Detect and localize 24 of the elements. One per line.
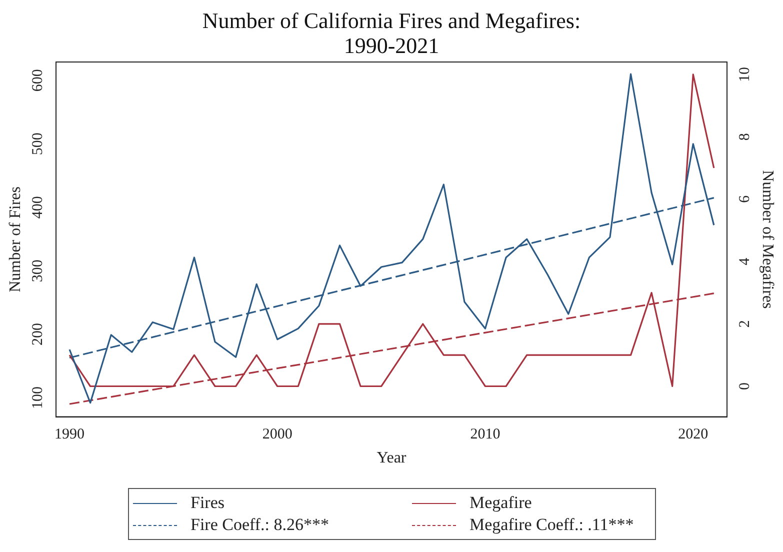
y-tick-label: 100 bbox=[30, 386, 46, 410]
y2-tick-label: 8 bbox=[736, 133, 753, 141]
y2-axis-title: Number of Megafires bbox=[759, 170, 776, 309]
x-tick-label: 2010 bbox=[470, 426, 500, 443]
y-tick-label: 300 bbox=[30, 260, 46, 282]
y-tick-label: 500 bbox=[30, 132, 46, 156]
x-tick-label: 2020 bbox=[678, 426, 708, 443]
legend-label: Megafire Coeff.: .11*** bbox=[470, 515, 634, 535]
y2-tick-label: 2 bbox=[736, 320, 753, 328]
x-tick-label: 1990 bbox=[54, 426, 85, 443]
y2-tick-label: 10 bbox=[736, 66, 753, 82]
y2-tick-label: 0 bbox=[736, 382, 753, 390]
y2-tick-label: 6 bbox=[736, 194, 753, 203]
y-tick-label: 200 bbox=[30, 323, 46, 346]
x-axis-title: Year bbox=[376, 450, 407, 467]
y-tick-label: 600 bbox=[30, 69, 46, 92]
y2-tick-label: 4 bbox=[736, 257, 753, 266]
chart-title: Number of California Fires and Megafires: 1990-2021 bbox=[201, 8, 582, 58]
y-axis-title: Number of Fires bbox=[6, 186, 24, 292]
legend-label: Fires bbox=[190, 493, 224, 513]
legend-label: Megafire bbox=[470, 493, 532, 513]
legend-label: Fire Coeff.: 8.26*** bbox=[190, 515, 330, 535]
x-tick-label: 2000 bbox=[262, 426, 292, 443]
y-tick-label: 400 bbox=[30, 196, 46, 219]
